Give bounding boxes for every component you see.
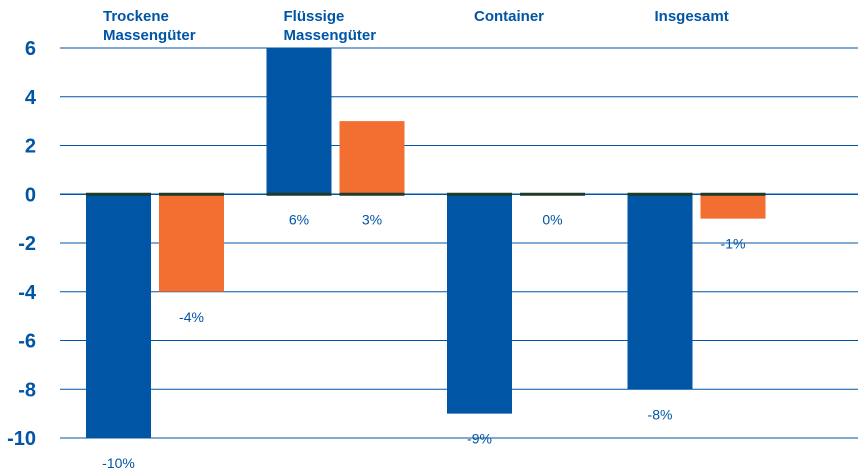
category-label: Insgesamt <box>655 8 729 25</box>
bar-series1-cat3 <box>447 194 512 414</box>
y-tick-label: 0 <box>25 184 36 206</box>
y-tick-label: 4 <box>25 87 37 109</box>
bar-series2-cat2 <box>339 121 405 195</box>
bar-series1-cat2 <box>266 48 332 195</box>
data-label-series1-cat4: -8% <box>648 406 673 422</box>
category-label: Flüssige <box>284 8 345 25</box>
data-label-series2-cat1: -4% <box>179 309 204 325</box>
y-tick-label: -6 <box>18 331 36 353</box>
y-tick-label: 6 <box>25 38 36 60</box>
y-tick-label: 2 <box>25 136 36 158</box>
bar-series2-cat4 <box>700 194 766 219</box>
bar-series2-cat1 <box>159 194 224 292</box>
bar-series1-cat4 <box>627 194 693 390</box>
data-label-series1-cat1: -10% <box>102 455 135 470</box>
data-label-series2-cat4: -1% <box>721 236 746 252</box>
y-tick-label: -10 <box>7 428 36 450</box>
data-label-series2-cat3: 0% <box>542 211 562 227</box>
data-label-series1-cat3: -9% <box>467 431 492 447</box>
category-label: Massengüter <box>103 27 196 44</box>
y-tick-labels: 6 4 2 0 -2 -4 -6 -8 -10 <box>7 38 37 450</box>
category-labels: Trockene Massengüter Flüssige Massengüter Co… <box>103 8 729 44</box>
data-label-series2-cat2: 3% <box>362 211 382 227</box>
y-tick-label: -4 <box>18 282 37 304</box>
category-label: Trockene <box>103 8 169 25</box>
bar-series1-cat1 <box>86 194 151 438</box>
y-tick-label: -2 <box>18 233 36 255</box>
category-label: Container <box>474 8 544 25</box>
y-tick-label: -8 <box>18 379 36 401</box>
data-label-series1-cat2: 6% <box>289 211 309 227</box>
bar-layer <box>86 48 766 438</box>
data-labels: -10% 6% -9% -8% -4% 3% 0% -1% <box>102 211 745 470</box>
category-label: Massengüter <box>284 27 377 44</box>
